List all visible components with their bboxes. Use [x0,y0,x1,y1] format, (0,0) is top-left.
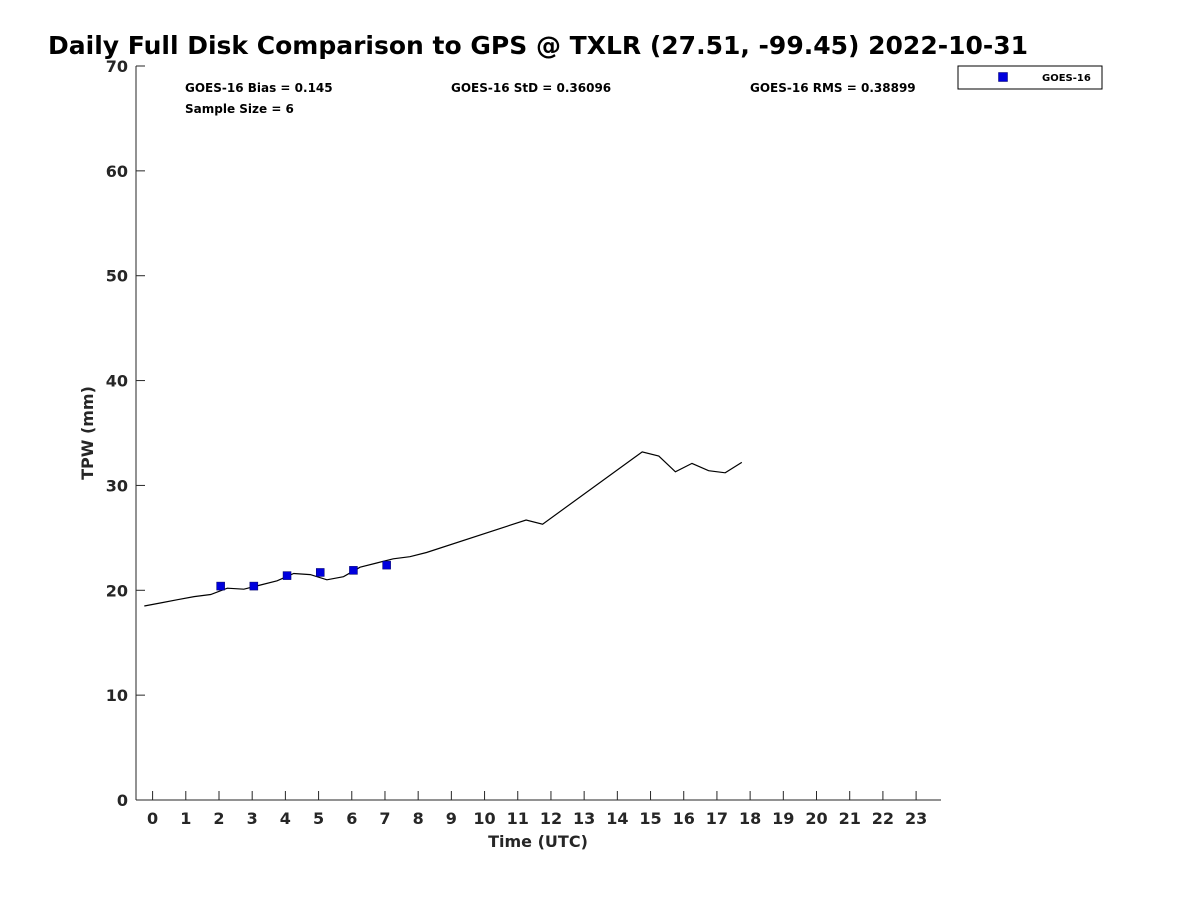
goes-16-data-point [249,581,259,591]
goes-16-data-point [382,560,391,570]
x-tick-label: 0 [147,809,158,828]
bias-stat: GOES-16 Bias = 0.145 [185,81,333,95]
gps-line-series [144,451,743,607]
y-axis-label: TPW (mm) [78,386,97,480]
x-tick-label: 8 [413,809,424,828]
legend-marker-goes-16 [998,72,1008,82]
y-tick-label: 30 [106,476,128,495]
legend: GOES-16 [957,65,1103,90]
x-tick-label: 17 [706,809,728,828]
x-tick-label: 13 [573,809,595,828]
goes-16-data-point [315,568,325,577]
x-tick-label: 1 [180,809,191,828]
goes-16-data-point [216,581,225,591]
y-tick-label: 40 [106,372,128,391]
x-tick-label: 23 [905,809,927,828]
goes-16-data-point [349,566,358,575]
sample-size-stat: Sample Size = 6 [185,102,294,116]
x-tick-label: 10 [473,809,495,828]
x-tick-label: 21 [839,809,861,828]
x-tick-label: 19 [772,809,794,828]
x-tick-label: 22 [872,809,894,828]
y-tick-label: 50 [106,267,128,286]
x-tick-label: 11 [507,809,529,828]
x-tick-label: 16 [673,809,695,828]
legend-label-goes-16: GOES-16 [1042,73,1091,84]
legend-box [957,65,1103,90]
axis-ticks: 0 1 2 3 4 5 6 7 8 9 10 11 12 13 14 15 16 17 18 19 20 21 22 2301… [106,57,928,828]
x-tick-label: 5 [313,809,324,828]
x-tick-label: 18 [739,809,761,828]
y-tick-label: 60 [106,162,128,181]
x-tick-label: 7 [379,809,390,828]
x-tick-label: 20 [805,809,827,828]
x-tick-label: 4 [280,809,291,828]
chart-title: Daily Full Disk Comparison to GPS @ TXLR… [48,31,1028,60]
y-tick-label: 0 [117,791,128,810]
x-tick-label: 2 [213,809,224,828]
goes-16-data-point [282,571,292,580]
x-tick-label: 12 [540,809,562,828]
std-stat: GOES-16 StD = 0.36096 [451,81,611,95]
y-tick-label: 20 [106,581,128,600]
x-tick-label: 14 [606,809,628,828]
axes [135,66,941,801]
y-tick-label: 10 [106,686,128,705]
x-tick-label: 15 [639,809,661,828]
gps-tpw-line [144,451,743,607]
x-axis-label: Time (UTC) [488,832,588,851]
rms-stat: GOES-16 RMS = 0.38899 [750,81,916,95]
x-tick-label: 3 [247,809,258,828]
goes-16-marker-series [216,560,391,591]
x-tick-label: 6 [346,809,357,828]
x-tick-label: 9 [446,809,457,828]
y-tick-label: 70 [106,57,128,76]
